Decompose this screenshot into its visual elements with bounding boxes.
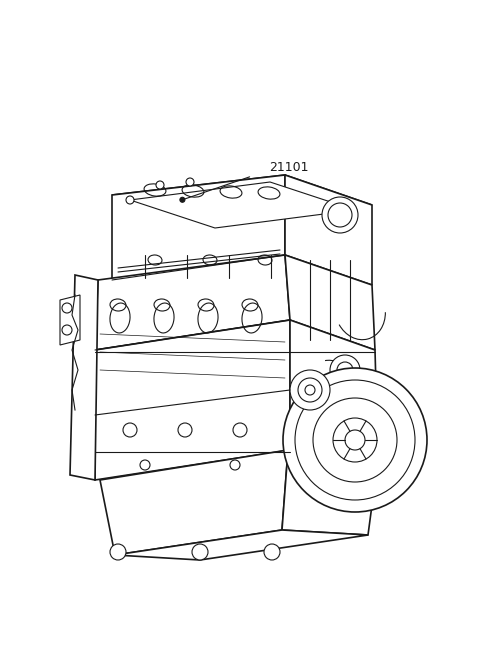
Polygon shape	[285, 175, 372, 285]
Circle shape	[126, 196, 134, 204]
Circle shape	[290, 370, 330, 410]
Circle shape	[156, 181, 164, 189]
Polygon shape	[112, 175, 285, 280]
Circle shape	[230, 460, 240, 470]
Polygon shape	[290, 320, 378, 460]
Text: 21101: 21101	[269, 160, 308, 174]
Circle shape	[186, 178, 194, 186]
Polygon shape	[112, 175, 372, 225]
Polygon shape	[60, 295, 80, 345]
Circle shape	[298, 378, 322, 402]
Circle shape	[283, 368, 427, 512]
Circle shape	[233, 423, 247, 437]
Circle shape	[110, 544, 126, 560]
Polygon shape	[100, 450, 288, 555]
Circle shape	[328, 203, 352, 227]
Polygon shape	[70, 275, 98, 480]
Circle shape	[264, 544, 280, 560]
Circle shape	[295, 380, 415, 500]
Circle shape	[313, 398, 397, 482]
Circle shape	[305, 385, 315, 395]
Circle shape	[180, 197, 185, 202]
Polygon shape	[285, 255, 375, 350]
Circle shape	[330, 355, 360, 385]
Circle shape	[62, 303, 72, 313]
Circle shape	[140, 460, 150, 470]
Circle shape	[178, 423, 192, 437]
Polygon shape	[95, 320, 290, 480]
Polygon shape	[282, 450, 378, 535]
Circle shape	[333, 418, 377, 462]
Circle shape	[337, 362, 353, 378]
Polygon shape	[95, 255, 290, 350]
Circle shape	[322, 197, 358, 233]
Circle shape	[62, 325, 72, 335]
Polygon shape	[115, 530, 368, 560]
Circle shape	[345, 430, 365, 450]
Polygon shape	[130, 182, 355, 228]
Circle shape	[123, 423, 137, 437]
Circle shape	[192, 544, 208, 560]
